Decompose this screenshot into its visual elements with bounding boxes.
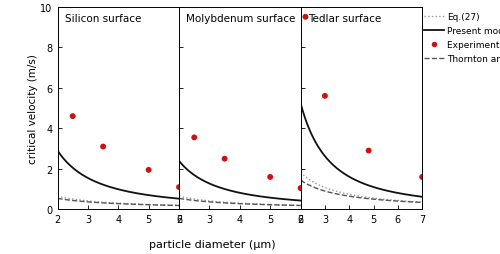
Text: Tedlar surface: Tedlar surface — [308, 14, 381, 24]
Point — [190, 136, 198, 140]
Point — [364, 149, 372, 153]
Point — [296, 186, 304, 190]
Point — [418, 175, 426, 179]
Text: Silicon surface: Silicon surface — [65, 14, 141, 24]
Legend: Eq.(27), Present model, Experimental data, Thornton and Ning's model: Eq.(27), Present model, Experimental dat… — [423, 12, 500, 65]
Point — [144, 168, 152, 172]
Point — [68, 115, 76, 119]
Point — [321, 94, 329, 99]
Point — [175, 185, 183, 189]
Text: particle diameter (μm): particle diameter (μm) — [149, 239, 276, 249]
Point — [266, 175, 274, 179]
Text: Molybdenum surface: Molybdenum surface — [186, 14, 296, 24]
Point — [99, 145, 107, 149]
Y-axis label: critical velocity (m/s): critical velocity (m/s) — [28, 54, 38, 163]
Point — [302, 16, 310, 20]
Point — [220, 157, 228, 161]
